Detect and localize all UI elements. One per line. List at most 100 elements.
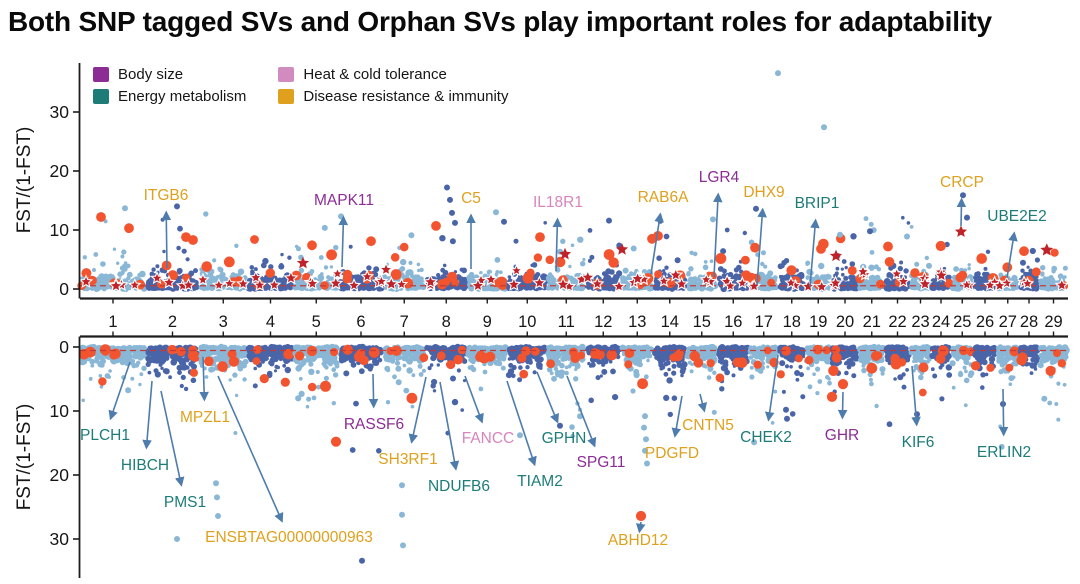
scatter-point [580, 261, 586, 267]
scatter-point [234, 393, 239, 398]
scatter-point [590, 362, 596, 368]
scatter-point [264, 351, 271, 358]
notable-point [867, 228, 873, 235]
scatter-point [223, 256, 235, 268]
scatter-point [952, 285, 958, 290]
scatter-point [330, 348, 339, 357]
scatter-point [761, 250, 766, 256]
scatter-point [742, 230, 747, 236]
scatter-point [391, 345, 402, 356]
scatter-point [329, 265, 334, 269]
scatter-point [482, 369, 488, 375]
scatter-point [415, 282, 420, 287]
notable-point [431, 221, 441, 231]
scatter-point [282, 363, 287, 368]
scatter-point [274, 364, 279, 369]
scatter-point [349, 447, 356, 453]
scatter-point [399, 266, 406, 272]
scatter-point [596, 359, 602, 365]
scatter-point [139, 372, 144, 377]
scatter-point [469, 351, 476, 357]
scatter-point [736, 264, 742, 271]
scatter-point [460, 408, 465, 412]
scatter-point [148, 349, 156, 357]
scatter-point [387, 357, 393, 363]
scatter-point [295, 395, 302, 402]
scatter-point [553, 366, 559, 371]
scatter-point [248, 357, 254, 363]
scatter-point [343, 370, 350, 377]
scatter-point [567, 364, 572, 369]
scatter-point [910, 280, 916, 286]
scatter-point [461, 267, 467, 274]
scatter-point [532, 274, 539, 281]
scatter-point [367, 366, 373, 372]
scatter-point [171, 355, 175, 359]
scatter-point [99, 344, 111, 356]
scatter-point [607, 280, 613, 287]
scatter-point [587, 361, 591, 366]
scatter-point [662, 269, 666, 273]
scatter-point [886, 274, 890, 278]
scatter-point [976, 253, 987, 264]
scatter-point [265, 268, 275, 278]
scatter-point [406, 367, 413, 374]
scatter-point [818, 262, 825, 270]
scatter-point [180, 374, 186, 380]
scatter-point [100, 261, 106, 267]
scatter-point [259, 374, 269, 384]
scatter-point [546, 366, 553, 373]
notable-point [837, 231, 843, 238]
scatter-point [150, 285, 156, 291]
scatter-point [134, 362, 140, 368]
scatter-point [252, 383, 258, 389]
scatter-point [543, 221, 547, 225]
scatter-point [119, 265, 125, 271]
scatter-point [689, 250, 694, 255]
scatter-point [495, 270, 500, 274]
scatter-point [221, 276, 228, 282]
scatter-point [331, 401, 336, 406]
scatter-point [282, 358, 287, 362]
notable-point [904, 233, 910, 240]
scatter-point [94, 346, 99, 351]
scatter-point [405, 270, 412, 276]
scatter-point [126, 271, 133, 278]
scatter-point [390, 252, 400, 262]
scatter-point [456, 368, 461, 373]
scatter-point [601, 368, 608, 375]
scatter-point [519, 369, 529, 379]
notable-point [493, 209, 499, 216]
scatter-point [841, 272, 845, 277]
scatter-point [963, 268, 968, 272]
notable-point [124, 223, 134, 234]
scatter-point [926, 262, 932, 269]
scatter-point [204, 356, 214, 367]
notable-point [883, 241, 893, 252]
scatter-point [532, 370, 537, 375]
scatter-point [449, 238, 456, 245]
scatter-point [214, 348, 221, 355]
scatter-point [1062, 265, 1068, 271]
scatter-point [354, 351, 365, 363]
scatter-point [760, 261, 765, 267]
scatter-point [262, 257, 269, 265]
scatter-point [333, 360, 340, 367]
scatter-point [549, 346, 554, 351]
scatter-point [411, 373, 416, 378]
scatter-point [849, 261, 856, 267]
scatter-point [545, 255, 555, 265]
scatter-point [531, 347, 540, 356]
scatter-point [120, 254, 125, 259]
scatter-point [401, 355, 406, 361]
scatter-point [622, 267, 629, 274]
scatter-point [517, 377, 523, 383]
scatter-point [1040, 271, 1045, 276]
scatter-point [505, 372, 513, 379]
scatter-point [462, 379, 467, 383]
scatter-point [342, 344, 353, 355]
scatter-point [494, 345, 500, 351]
scatter-point [1029, 247, 1036, 255]
scatter-point [419, 353, 429, 362]
scatter-point [914, 261, 920, 267]
